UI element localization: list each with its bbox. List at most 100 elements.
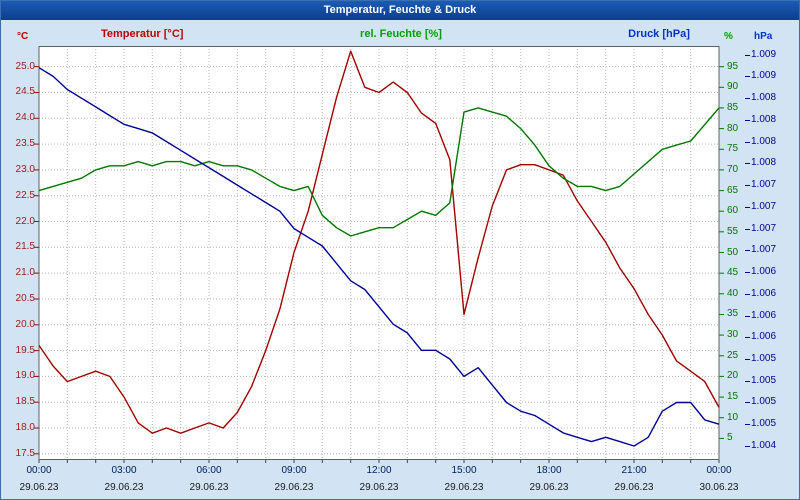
pressure-axis-tickmark: [745, 402, 750, 403]
temperature-axis-title: Temperatur [°C]: [101, 28, 184, 40]
date-label: 29.06.23: [189, 482, 229, 493]
pressure-axis-tickmark: [745, 229, 750, 230]
temp-axis-tick: 21.5: [15, 241, 35, 253]
chart-plot: [34, 46, 724, 463]
time-axis-tick: 06:00: [196, 465, 222, 476]
pressure-axis-tickmark: [745, 185, 750, 186]
pressure-axis-tick: 1.009: [751, 70, 777, 82]
pressure-axis-tickmark: [745, 294, 750, 295]
pressure-axis-tickmark: [745, 337, 750, 338]
pressure-axis-tickmark: [745, 359, 750, 360]
humidity-axis-tick: 50: [727, 246, 739, 258]
humidity-axis-tick: 60: [727, 205, 739, 217]
pressure-axis-tick: 1.009: [751, 48, 777, 60]
humidity-axis-tick: 45: [727, 267, 739, 279]
date-label: 29.06.23: [359, 482, 399, 493]
pressure-axis-tickmark: [745, 55, 750, 56]
pressure-axis-tickmark: [745, 207, 750, 208]
temp-axis-tick: 24.5: [15, 86, 35, 98]
humidity-axis-tick: 30: [727, 329, 739, 341]
date-label: 29.06.23: [19, 482, 59, 493]
humidity-axis-tick: 5: [727, 432, 733, 444]
title-bar[interactable]: Temperatur, Feuchte & Druck: [1, 1, 799, 20]
pressure-axis-tickmark: [745, 163, 750, 164]
time-axis-tick: 12:00: [366, 465, 392, 476]
humidity-axis-tick: 65: [727, 184, 739, 196]
date-label: 29.06.23: [444, 482, 484, 493]
temp-axis-tick: 22.5: [15, 189, 35, 201]
pressure-axis-tick: 1.004: [751, 439, 777, 451]
pressure-axis-title: Druck [hPa]: [628, 28, 690, 40]
humidity-axis-tick: 20: [727, 370, 739, 382]
humidity-axis-tick: 35: [727, 308, 739, 320]
pressure-axis-tick: 1.006: [751, 287, 777, 299]
window-title: Temperatur, Feuchte & Druck: [323, 4, 477, 16]
pressure-axis-tickmark: [745, 250, 750, 251]
pressure-unit-label: hPa: [754, 31, 773, 42]
pressure-axis-tick: 1.006: [751, 266, 777, 278]
humidity-axis-tick: 15: [727, 391, 739, 403]
pressure-axis-tick: 1.006: [751, 331, 777, 343]
pressure-axis-tick: 1.007: [751, 200, 777, 212]
temp-axis-tick: 18.0: [15, 422, 35, 434]
pressure-axis-tickmark: [745, 98, 750, 99]
time-axis-tick: 09:00: [281, 465, 307, 476]
pressure-axis-tick: 1.005: [751, 374, 777, 386]
humidity-axis-tick: 40: [727, 287, 739, 299]
date-label: 30.06.23: [699, 482, 739, 493]
date-label: 29.06.23: [614, 482, 654, 493]
pressure-axis-tickmark: [745, 446, 750, 447]
temp-axis-tick: 19.0: [15, 370, 35, 382]
humidity-axis-tick: 25: [727, 349, 739, 361]
humidity-unit-label: %: [724, 31, 733, 42]
pressure-axis-tickmark: [745, 76, 750, 77]
pressure-axis-tick: 1.008: [751, 135, 777, 147]
humidity-axis-tick: 10: [727, 411, 739, 423]
humidity-axis-tick: 80: [727, 122, 739, 134]
temp-axis-tick: 23.0: [15, 163, 35, 175]
pressure-axis-tick: 1.008: [751, 157, 777, 169]
pressure-axis-tickmark: [745, 120, 750, 121]
time-axis-tick: 00:00: [706, 465, 732, 476]
humidity-axis-tick: 55: [727, 225, 739, 237]
temp-axis-tick: 19.5: [15, 344, 35, 356]
date-label: 29.06.23: [529, 482, 569, 493]
humidity-axis-tick: 85: [727, 101, 739, 113]
time-axis-tick: 18:00: [536, 465, 562, 476]
time-axis-tick: 15:00: [451, 465, 477, 476]
temp-axis-tick: 18.5: [15, 396, 35, 408]
humidity-axis-tick: 75: [727, 143, 739, 155]
date-label: 29.06.23: [274, 482, 314, 493]
pressure-axis-tick: 1.005: [751, 353, 777, 364]
humidity-axis-title: rel. Feuchte [%]: [360, 28, 442, 40]
temp-axis-tick: 21.0: [15, 267, 35, 279]
pressure-axis-tick: 1.007: [751, 244, 777, 256]
temp-axis-tick: 17.5: [15, 447, 35, 459]
pressure-axis-tickmark: [745, 272, 750, 273]
pressure-axis-tick: 1.008: [751, 92, 777, 104]
pressure-axis-tick: 1.006: [751, 309, 777, 321]
temp-axis-tick: 25.0: [15, 60, 35, 72]
pressure-axis-tickmark: [745, 424, 750, 425]
humidity-axis-tick: 90: [727, 81, 739, 93]
time-axis-tick: 03:00: [111, 465, 137, 476]
temp-axis-tick: 23.5: [15, 138, 35, 150]
humidity-axis-tick: 70: [727, 163, 739, 175]
pressure-axis-tick: 1.005: [751, 396, 777, 408]
pressure-axis-tickmark: [745, 142, 750, 143]
temp-axis-tick: 20.0: [15, 318, 35, 330]
temp-axis-tick: 20.5: [15, 292, 35, 304]
time-axis-tick: 00:00: [26, 465, 52, 476]
pressure-axis-tickmark: [745, 381, 750, 382]
pressure-axis-tick: 1.007: [751, 179, 777, 191]
temp-axis-tick: 22.0: [15, 215, 35, 227]
temp-axis-tick: 24.0: [15, 112, 35, 124]
pressure-axis-tick: 1.008: [751, 113, 777, 125]
time-axis-tick: 21:00: [621, 465, 647, 476]
temperature-unit-label: °C: [17, 31, 29, 42]
pressure-axis-tick: 1.007: [751, 222, 777, 234]
date-label: 29.06.23: [104, 482, 144, 493]
pressure-axis-tick: 1.005: [751, 418, 777, 430]
pressure-axis-tickmark: [745, 316, 750, 317]
